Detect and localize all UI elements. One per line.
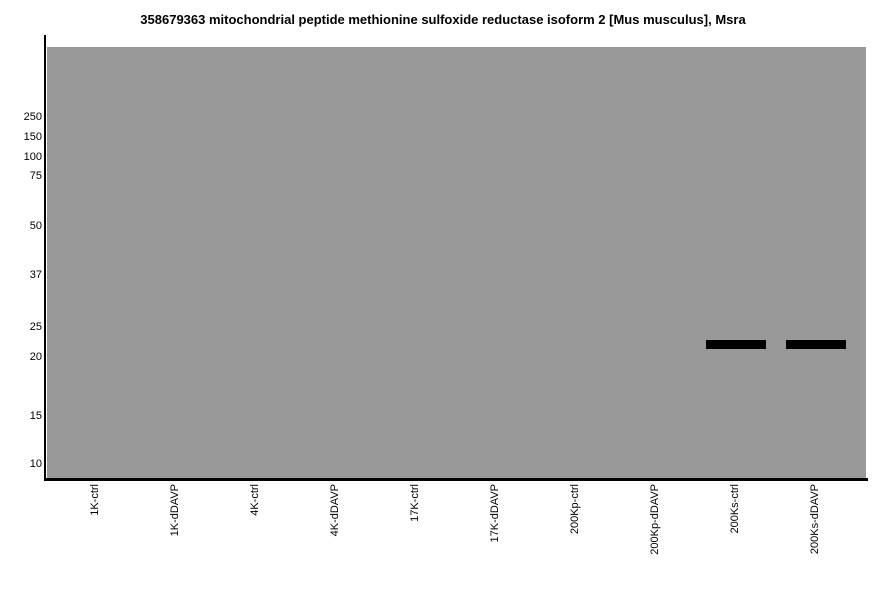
x-axis-line — [44, 478, 868, 481]
x-tick-label: 1K-dDAVP — [169, 484, 181, 537]
x-tick-label: 200Ks-ctrl — [729, 484, 741, 534]
chart-title: 358679363 mitochondrial peptide methioni… — [140, 12, 746, 27]
gel-plot-area — [47, 47, 866, 478]
y-tick-label: 37 — [29, 269, 42, 281]
y-tick-label: 15 — [29, 410, 42, 422]
x-tick-label: 4K-ctrl — [249, 484, 261, 516]
y-axis-line — [44, 35, 46, 481]
y-tick-label: 75 — [29, 170, 42, 182]
y-tick-label: 10 — [29, 458, 42, 470]
x-tick-label: 17K-dDAVP — [489, 484, 501, 543]
x-tick-label: 4K-dDAVP — [329, 484, 341, 537]
y-tick-label: 25 — [29, 321, 42, 333]
y-tick-label: 250 — [23, 111, 42, 123]
y-tick-label: 50 — [29, 220, 42, 232]
y-tick-label: 20 — [29, 351, 42, 363]
y-tick-label: 100 — [23, 151, 42, 163]
x-tick-label: 17K-ctrl — [409, 484, 421, 522]
x-tick-label: 200Ks-dDAVP — [809, 484, 821, 555]
y-tick-label: 150 — [23, 131, 42, 143]
x-tick-label: 1K-ctrl — [89, 484, 101, 516]
gel-band — [786, 339, 846, 349]
x-tick-label: 200Kp-dDAVP — [649, 484, 661, 555]
x-tick-label: 200Kp-ctrl — [569, 484, 581, 535]
gel-band — [706, 339, 766, 349]
